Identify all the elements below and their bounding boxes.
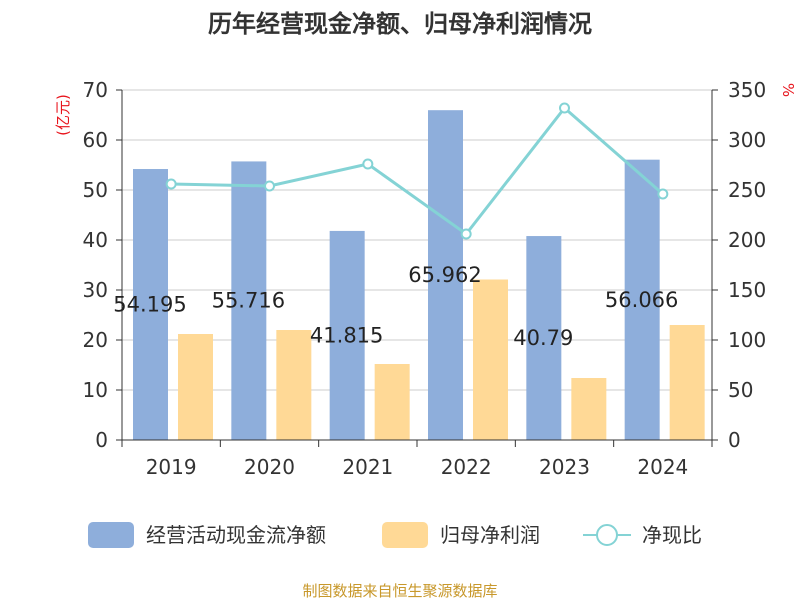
- y-left-tick-label: 30: [83, 278, 108, 302]
- legend-swatch-net-profit: [382, 522, 428, 548]
- legend-label-cash-flow: 经营活动现金流净额: [146, 523, 326, 547]
- x-tick-label: 2024: [637, 455, 688, 479]
- legend: 经营活动现金流净额 归母净利润 净现比: [88, 522, 702, 548]
- x-tick-label: 2020: [244, 455, 295, 479]
- legend-marker-ratio: [596, 524, 618, 546]
- y-left-tick-label: 60: [83, 128, 108, 152]
- x-tick-label: 2023: [539, 455, 590, 479]
- y-right-tick-label: 350: [728, 78, 766, 102]
- bar-net-profit: [276, 330, 312, 440]
- data-label-cash-flow: 40.79: [513, 326, 573, 350]
- bar-net-profit: [571, 378, 607, 440]
- legend-label-net-profit: 归母净利润: [440, 523, 540, 547]
- data-label-cash-flow: 65.962: [408, 263, 481, 287]
- y-left-tick-label: 40: [83, 228, 108, 252]
- bar-net-profit: [669, 325, 705, 440]
- legend-swatch-cash-flow: [88, 522, 134, 548]
- y-left-tick-label: 70: [83, 78, 108, 102]
- chart-title: 历年经营现金净额、归母净利润情况: [208, 10, 592, 38]
- series-ratio-line: [165, 102, 669, 240]
- bar-net-profit: [473, 279, 508, 440]
- ratio-point: [362, 158, 374, 170]
- bar-cash-flow: [329, 230, 365, 440]
- y-right-tick-label: 150: [728, 278, 766, 302]
- axes: [116, 89, 718, 447]
- y-right-tick-label: 0: [728, 428, 741, 452]
- legend-item-ratio[interactable]: 净现比: [583, 523, 702, 547]
- bar-cash-flow: [624, 159, 660, 441]
- y-right-tick-label: 250: [728, 178, 766, 202]
- series-net-profit-bars: [178, 279, 705, 440]
- data-label-cash-flow: 56.066: [605, 288, 678, 312]
- y-right-tick-label: 100: [728, 328, 766, 352]
- y-right-unit: %: [779, 83, 797, 97]
- x-tick-label: 2021: [342, 455, 393, 479]
- y-left-tick-label: 50: [83, 178, 108, 202]
- tick-labels: 0 0 10 50 20 100 30 150 40 200 50 250 60 300 70 350 2019…: [83, 78, 767, 479]
- ratio-point: [165, 178, 177, 190]
- legend-label-ratio: 净现比: [642, 523, 702, 547]
- ratio-point: [559, 102, 570, 114]
- legend-item-net-profit[interactable]: 归母净利润: [382, 522, 540, 548]
- x-tick-label: 2019: [146, 455, 197, 479]
- legend-item-cash-flow[interactable]: 经营活动现金流净额: [88, 522, 326, 548]
- y-left-tick-label: 0: [95, 428, 108, 452]
- bar-net-profit: [374, 364, 410, 440]
- data-label-cash-flow: 55.716: [212, 289, 285, 313]
- source-note: 制图数据来自恒生聚源数据库: [302, 582, 497, 600]
- y-left-tick-label: 20: [83, 328, 108, 352]
- ratio-line-path: [171, 105, 664, 237]
- y-right-tick-label: 300: [728, 128, 766, 152]
- data-label-cash-flow: 54.195: [113, 293, 186, 317]
- y-left-tick-label: 10: [83, 378, 108, 402]
- gridlines: [122, 89, 712, 391]
- x-tick-label: 2022: [441, 455, 492, 479]
- bar-cash-flow: [133, 169, 168, 440]
- bar-cash-flow: [428, 110, 463, 440]
- ratio-point: [264, 180, 275, 192]
- y-right-tick-label: 200: [728, 228, 766, 252]
- series-cash-flow-bars: [133, 110, 660, 441]
- y-left-unit: (亿元): [54, 94, 72, 136]
- bar-cash-flow: [526, 236, 562, 440]
- bar-cash-flow: [231, 161, 267, 441]
- ratio-point: [460, 228, 472, 240]
- y-right-tick-label: 50: [728, 378, 753, 402]
- ratio-point: [657, 188, 669, 200]
- data-label-cash-flow: 41.815: [310, 323, 383, 347]
- data-labels: 54.195 55.716 41.815 65.962 40.79 56.066: [113, 263, 678, 350]
- bar-net-profit: [178, 334, 213, 440]
